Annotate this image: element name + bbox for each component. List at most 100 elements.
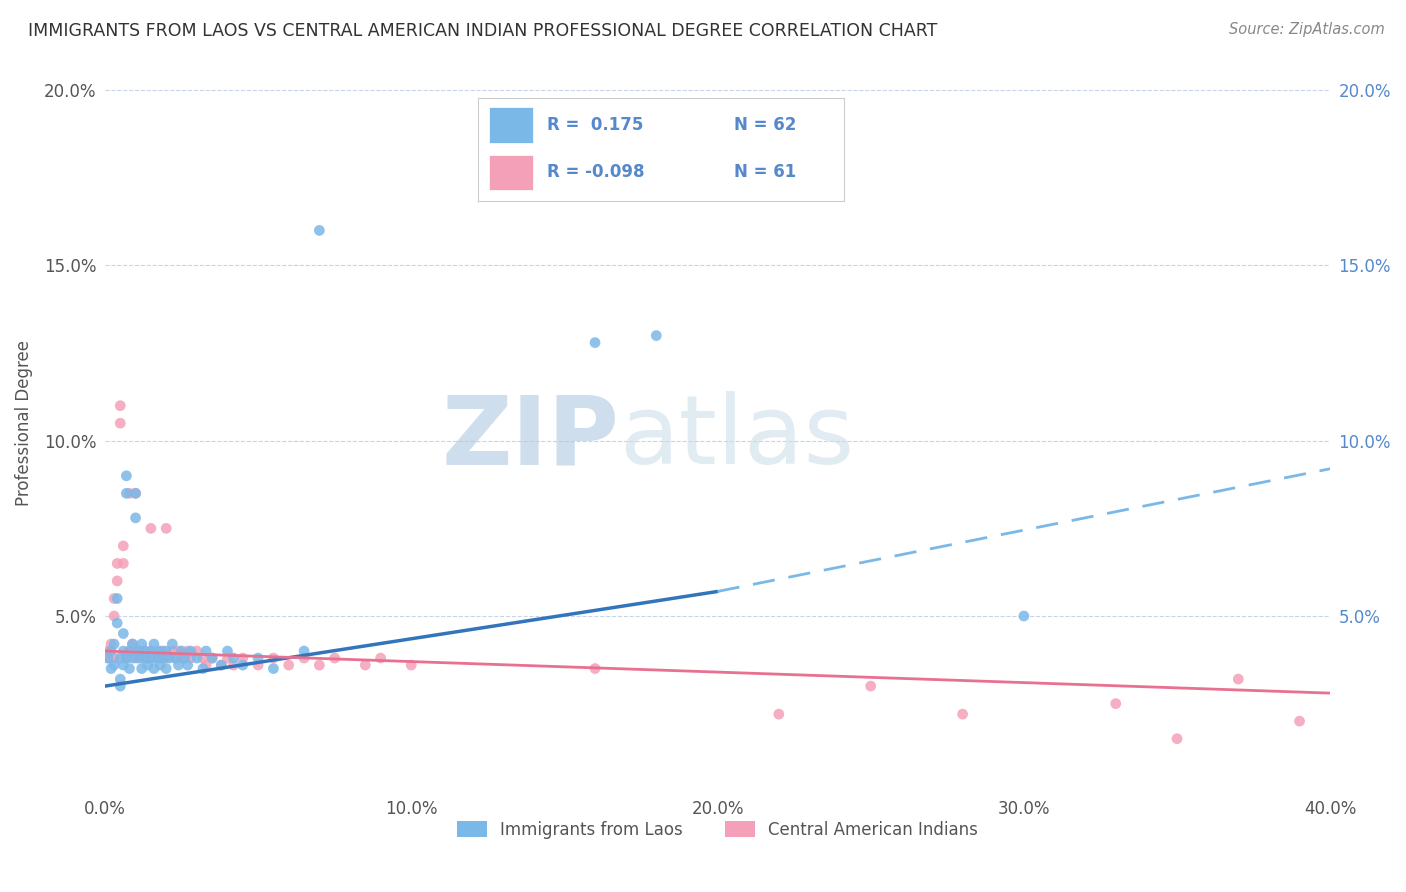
Y-axis label: Professional Degree: Professional Degree — [15, 340, 32, 506]
Point — [118, 644, 141, 658]
Point — [103, 609, 125, 624]
Point — [139, 644, 162, 658]
Point — [167, 658, 190, 673]
Point — [142, 651, 165, 665]
Point — [152, 644, 174, 658]
Point — [180, 651, 202, 665]
Point — [1105, 697, 1128, 711]
Point — [128, 644, 150, 658]
Text: N = 62: N = 62 — [734, 116, 796, 134]
Legend: Immigrants from Laos, Central American Indians: Immigrants from Laos, Central American I… — [450, 814, 984, 846]
Point — [170, 651, 193, 665]
Text: R =  0.175: R = 0.175 — [547, 116, 644, 134]
Point — [100, 662, 122, 676]
Point — [209, 658, 232, 673]
Point — [1012, 609, 1035, 624]
Point — [149, 658, 172, 673]
Text: IMMIGRANTS FROM LAOS VS CENTRAL AMERICAN INDIAN PROFESSIONAL DEGREE CORRELATION : IMMIGRANTS FROM LAOS VS CENTRAL AMERICAN… — [28, 22, 938, 40]
Point — [262, 662, 284, 676]
Point — [232, 651, 254, 665]
Point — [1166, 731, 1188, 746]
Point — [165, 651, 187, 665]
Point — [112, 557, 135, 571]
Point — [186, 651, 208, 665]
Point — [262, 651, 284, 665]
Point — [105, 591, 128, 606]
Point — [110, 416, 132, 430]
Point — [191, 651, 214, 665]
Point — [277, 658, 299, 673]
Point — [134, 644, 156, 658]
Text: atlas: atlas — [620, 392, 855, 484]
Point — [162, 637, 184, 651]
Point — [124, 486, 146, 500]
Point — [645, 328, 668, 343]
Bar — [489, 107, 533, 144]
Point — [1288, 714, 1310, 728]
Point — [155, 662, 177, 676]
Point — [247, 658, 270, 673]
Point — [142, 662, 165, 676]
Point — [131, 637, 153, 651]
Point — [136, 658, 159, 673]
Point — [115, 486, 138, 500]
Point — [118, 644, 141, 658]
Point — [142, 637, 165, 651]
Point — [112, 626, 135, 640]
Point — [139, 521, 162, 535]
Point — [121, 651, 143, 665]
Text: N = 61: N = 61 — [734, 163, 796, 181]
Point — [308, 658, 330, 673]
Point — [768, 707, 790, 722]
Point — [124, 486, 146, 500]
Point — [222, 651, 245, 665]
Point — [118, 486, 141, 500]
Point — [180, 644, 202, 658]
Point — [1227, 672, 1250, 686]
Point — [110, 399, 132, 413]
Point — [222, 658, 245, 673]
Point — [112, 539, 135, 553]
Point — [292, 644, 315, 658]
Point — [247, 651, 270, 665]
Point — [134, 644, 156, 658]
Point — [191, 662, 214, 676]
Point — [105, 557, 128, 571]
Point — [152, 651, 174, 665]
Point — [217, 644, 239, 658]
Bar — [489, 154, 533, 190]
Point — [103, 591, 125, 606]
Point — [146, 644, 169, 658]
Point — [115, 651, 138, 665]
Point — [97, 651, 120, 665]
Point — [195, 644, 218, 658]
Point — [110, 672, 132, 686]
Point — [105, 615, 128, 630]
Point — [149, 651, 172, 665]
Point — [136, 651, 159, 665]
Point — [157, 651, 180, 665]
Point — [110, 651, 132, 665]
Point — [124, 511, 146, 525]
Point — [124, 651, 146, 665]
Point — [583, 662, 606, 676]
Point — [354, 658, 377, 673]
Point — [952, 707, 974, 722]
Point — [149, 644, 172, 658]
Point — [146, 651, 169, 665]
Point — [112, 644, 135, 658]
Point — [103, 637, 125, 651]
Point — [176, 644, 198, 658]
Point — [105, 574, 128, 588]
Point — [173, 651, 195, 665]
Point — [201, 651, 224, 665]
Point — [131, 651, 153, 665]
Point — [134, 651, 156, 665]
Point — [176, 658, 198, 673]
Point — [103, 658, 125, 673]
Point — [155, 644, 177, 658]
Point — [209, 658, 232, 673]
Point — [131, 662, 153, 676]
Point — [100, 644, 122, 658]
Point — [100, 637, 122, 651]
